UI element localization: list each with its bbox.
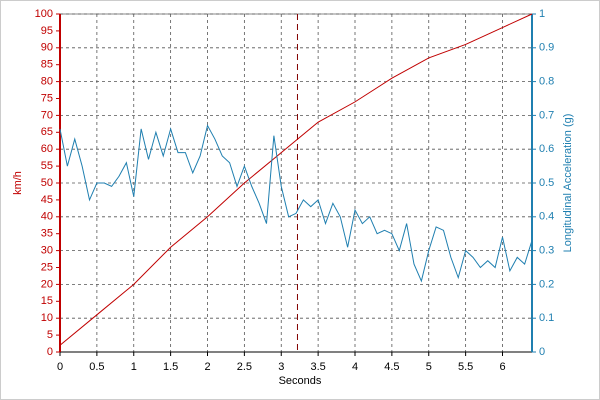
x-tick-label: 2.5 <box>237 361 252 373</box>
y-tick-label: 80 <box>41 76 53 88</box>
series-line <box>59 13 533 346</box>
x-tick-label: 1 <box>131 361 137 373</box>
y-tick-label: 30 <box>41 245 53 257</box>
y-tick-label: 55 <box>41 160 53 172</box>
y2-tick-label: 1 <box>539 8 545 20</box>
y2-tick-label: 0.9 <box>539 42 554 54</box>
y2-tick-label: 0.1 <box>539 312 554 324</box>
y2-tick-label: 0.4 <box>539 211 554 223</box>
y-tick-label: 5 <box>47 329 53 341</box>
y2-tick-label: 0.2 <box>539 278 554 290</box>
x-tick-label: 5 <box>426 361 432 373</box>
y2-tick-label: 0.5 <box>539 177 554 189</box>
x-tick-label: 0.5 <box>89 361 104 373</box>
y-tick-label: 0 <box>47 346 53 358</box>
x-tick-label: 4.5 <box>384 361 399 373</box>
x-tick-label: 5.5 <box>458 361 473 373</box>
y-axis-label: km/h <box>12 171 24 195</box>
y2-tick-label: 0.8 <box>539 76 554 88</box>
x-tick-label: 3.5 <box>310 361 325 373</box>
y-tick-label: 75 <box>41 92 53 104</box>
x-tick-label: 3 <box>278 361 284 373</box>
x-tick-label: 2 <box>204 361 210 373</box>
y-tick-label: 35 <box>41 228 53 240</box>
y-tick-label: 70 <box>41 109 53 121</box>
y-tick-label: 10 <box>41 312 53 324</box>
y-tick-label: 100 <box>35 8 53 20</box>
y-tick-label: 50 <box>41 177 53 189</box>
x-tick-label: 1.5 <box>163 361 178 373</box>
y2-tick-label: 0.6 <box>539 143 554 155</box>
y-tick-label: 45 <box>41 194 53 206</box>
y-tick-label: 15 <box>41 295 53 307</box>
series-line <box>59 124 533 283</box>
y2-tick-label: 0.7 <box>539 109 554 121</box>
y2-tick-label: 0.3 <box>539 245 554 257</box>
x-tick-label: 6 <box>499 361 505 373</box>
y2-axis-label: Longitudinal Acceleration (g) <box>562 114 574 253</box>
y-tick-label: 20 <box>41 278 53 290</box>
y-tick-label: 65 <box>41 126 53 138</box>
y-tick-label: 25 <box>41 261 53 273</box>
x-tick-label: 4 <box>352 361 358 373</box>
y-tick-label: 85 <box>41 59 53 71</box>
y-tick-label: 90 <box>41 42 53 54</box>
x-tick-label: 0 <box>57 361 63 373</box>
y2-tick-label: 0 <box>539 346 545 358</box>
y-tick-label: 95 <box>41 25 53 37</box>
x-axis-label: Seconds <box>279 375 322 387</box>
y-tick-label: 40 <box>41 211 53 223</box>
y-tick-label: 60 <box>41 143 53 155</box>
